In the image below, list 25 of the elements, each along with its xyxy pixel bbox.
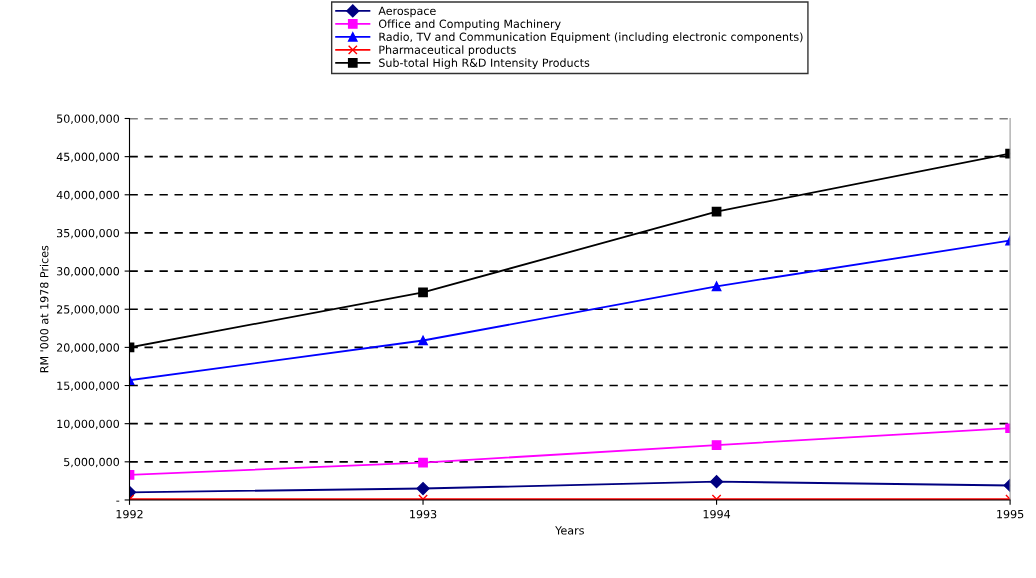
legend-label: Aerospace xyxy=(378,6,436,18)
x-tick-label: 1994 xyxy=(703,509,731,519)
x-tick-label: 1995 xyxy=(997,509,1024,519)
point xyxy=(418,457,428,468)
x-axis-title: Years xyxy=(555,526,584,535)
y-tick-label: 50,000,000 xyxy=(57,114,120,124)
x-tick-label: 1992 xyxy=(116,509,143,519)
y-tick-label: 40,000,000 xyxy=(56,190,120,201)
point xyxy=(418,287,428,298)
y-tick-label: 45,000,000 xyxy=(56,152,120,163)
y-tick-label: 10,000,000 xyxy=(57,419,120,430)
y-tick-label: 35,000,000 xyxy=(57,228,120,239)
y-axis-title: RM '000 at 1978 Prices xyxy=(39,245,49,373)
y-tick-label: 5,000,000 xyxy=(64,457,120,468)
legend-label: Sub-total High R&D Intensity Products xyxy=(379,58,590,70)
legend-label: Pharmaceutical products xyxy=(379,45,516,57)
legend-label: Radio, TV and Communication Equipment (including electronic components) xyxy=(379,32,803,44)
y-tick-label: 15,000,000 xyxy=(57,381,120,392)
legend-label: Office and Computing Machinery xyxy=(378,19,561,31)
x-tick-label: 1993 xyxy=(410,509,437,519)
y-tick-label: - xyxy=(116,500,120,502)
y-tick-label: 20,000,000 xyxy=(56,343,120,353)
y-tick-label: 25,000,000 xyxy=(56,305,120,315)
point xyxy=(418,335,428,346)
y-tick-label: 30,000,000 xyxy=(57,267,120,277)
